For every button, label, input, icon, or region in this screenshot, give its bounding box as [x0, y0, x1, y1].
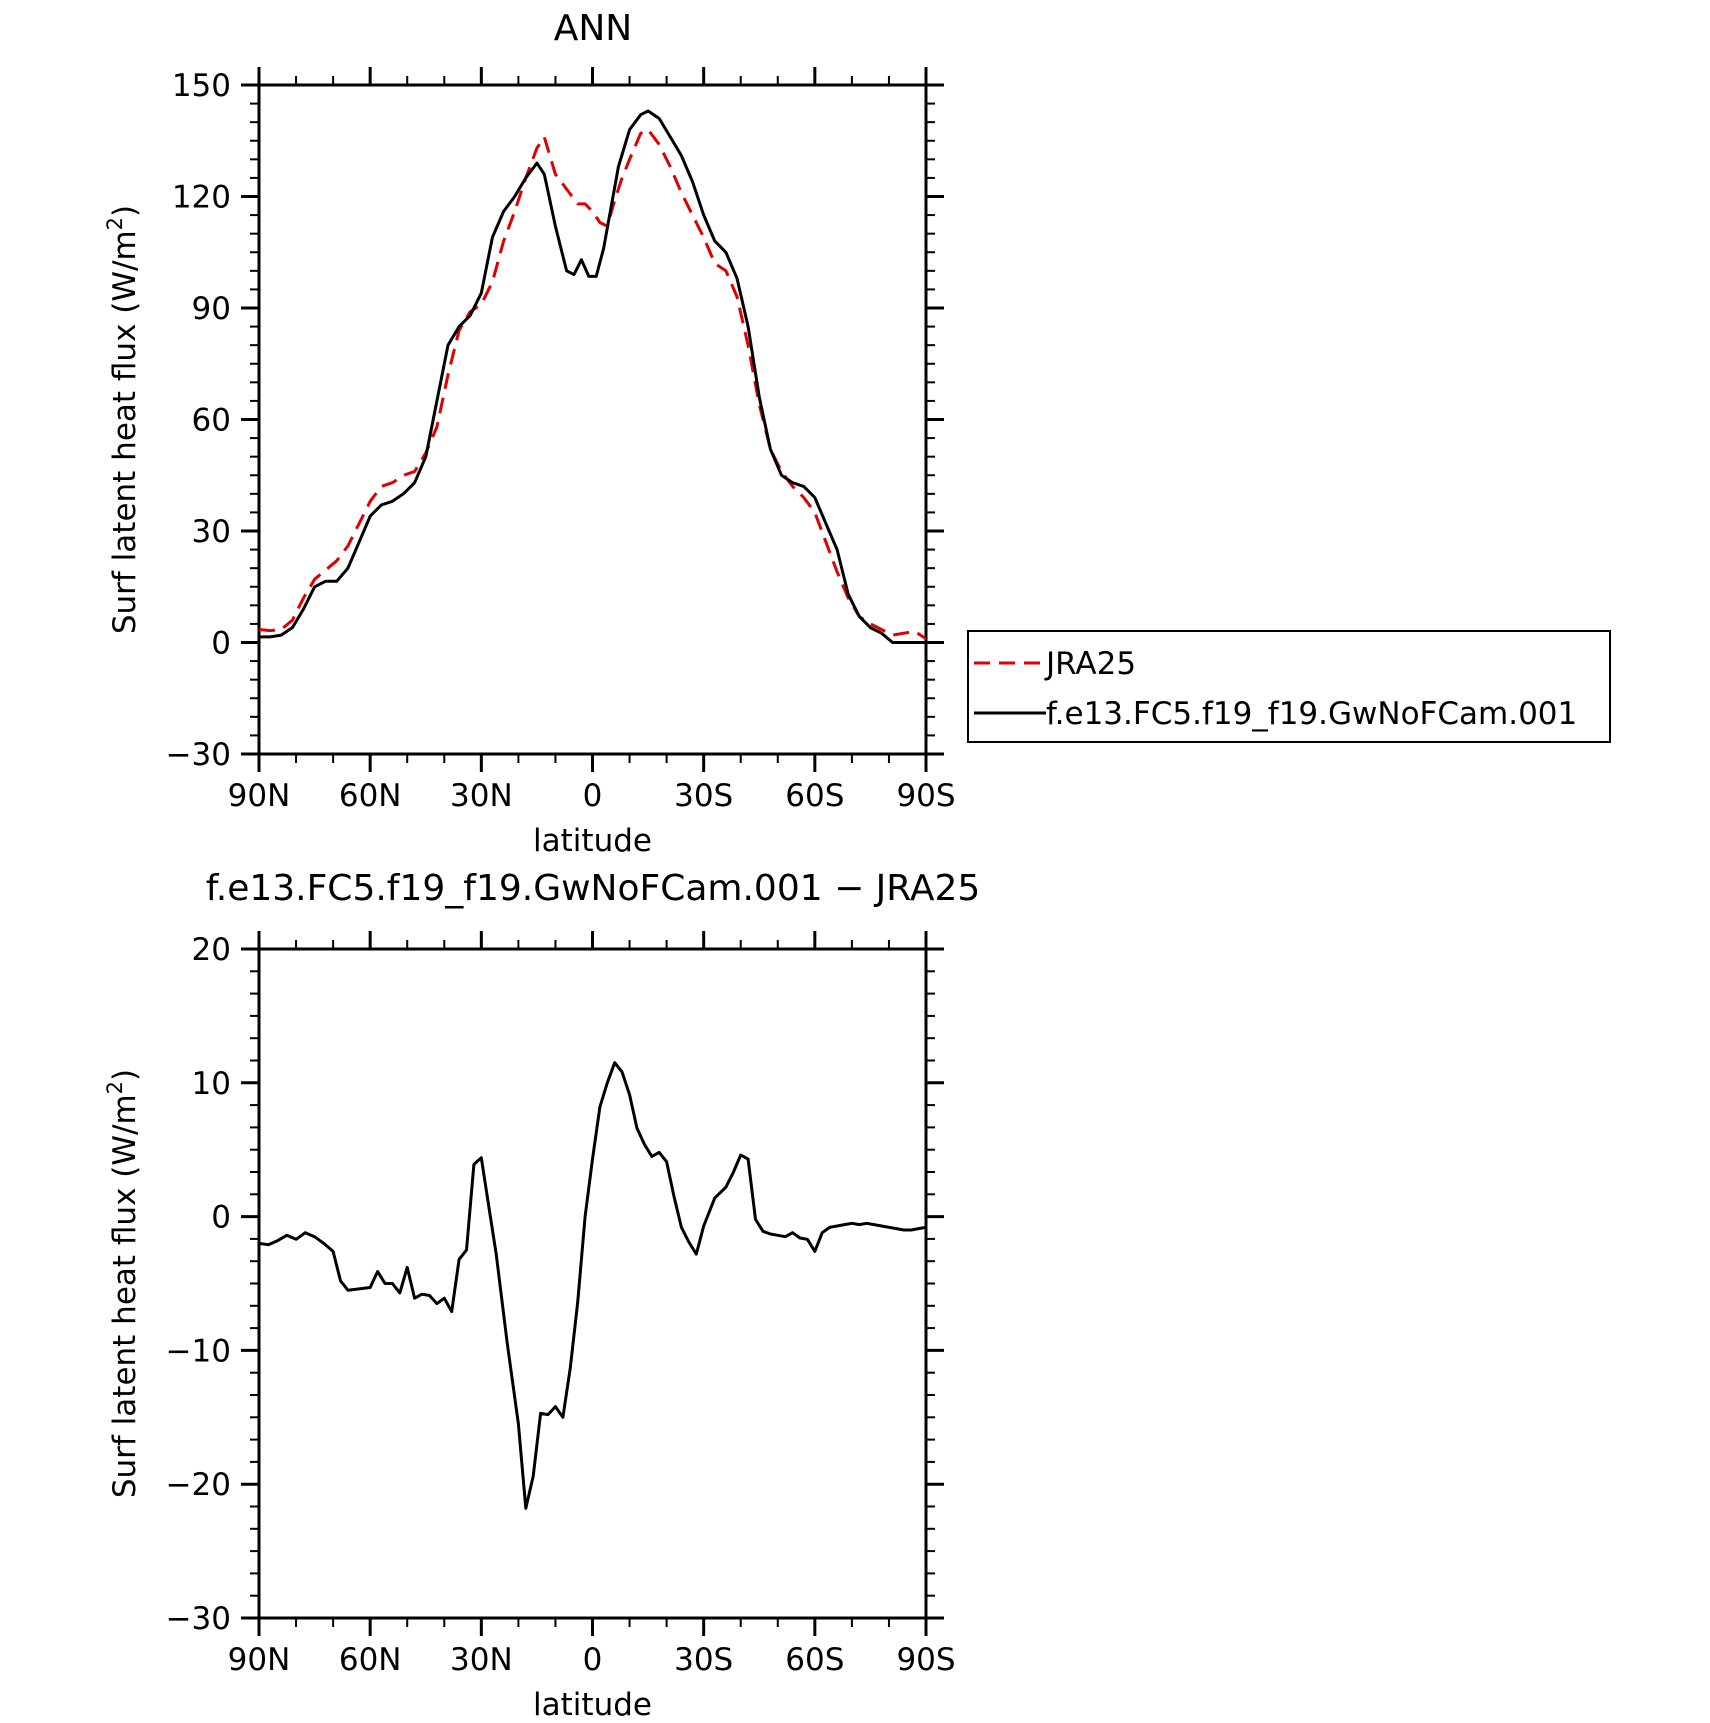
- chart-title: ANN: [554, 8, 633, 49]
- y-tick-label: −30: [166, 737, 231, 773]
- x-axis-label: latitude: [533, 1687, 652, 1723]
- y-tick-label: 10: [192, 1066, 231, 1102]
- x-tick-label: 60S: [785, 1642, 844, 1678]
- x-tick-label: 0: [583, 778, 603, 814]
- legend-label: JRA25: [1044, 646, 1136, 682]
- x-tick-label: 90S: [896, 1642, 955, 1678]
- y-axis-label: Surf latent heat flux (W/m2): [103, 205, 143, 634]
- y-axis-label: Surf latent heat flux (W/m2): [103, 1069, 143, 1498]
- legend-box: [967, 630, 1611, 743]
- y-tick-label: 0: [211, 626, 231, 662]
- x-tick-label: 90N: [228, 1642, 291, 1678]
- y-tick-label: 20: [192, 932, 231, 968]
- y-tick-label: 60: [192, 403, 231, 439]
- y-axis-label-superscript: 2: [103, 217, 127, 230]
- y-tick-label: 120: [172, 180, 231, 216]
- x-axis-label: latitude: [533, 823, 652, 859]
- x-tick-label: 60S: [785, 778, 844, 814]
- x-tick-label: 0: [583, 1642, 603, 1678]
- x-tick-label: 90N: [228, 778, 291, 814]
- y-tick-label: −10: [166, 1333, 231, 1369]
- x-tick-label: 30S: [674, 1642, 733, 1678]
- y-tick-label: −20: [166, 1467, 231, 1503]
- series-group: [259, 109, 926, 644]
- y-axis-label-main: Surf latent heat flux (W/m: [107, 1094, 143, 1498]
- chart-title: f.e13.FC5.f19_f19.GwNoFCam.001 − JRA25: [206, 868, 981, 909]
- plot-frame: [257, 83, 928, 756]
- x-tick-label: 30N: [450, 778, 513, 814]
- x-tick-label: 60N: [339, 778, 402, 814]
- plot-frame: [257, 947, 928, 1620]
- y-axis-label-superscript: 2: [103, 1081, 127, 1094]
- y-tick-label: 0: [211, 1200, 231, 1236]
- difference-line: [259, 1061, 926, 1510]
- y-tick-label: 90: [192, 291, 231, 327]
- y-tick-label: −30: [166, 1601, 231, 1637]
- series-group: [259, 1061, 926, 1510]
- series-line-f-e13-fc5-f19-f19-gwnofcam-001: [259, 109, 926, 644]
- y-axis-label-end: ): [107, 205, 143, 217]
- x-tick-label: 30N: [450, 1642, 513, 1678]
- y-tick-label: 30: [192, 514, 231, 550]
- top-panel-ann: ANN −30 0 30 60 90 120 150 90N 60N 30N 0 30S 60S 90S la…: [103, 8, 1611, 859]
- x-tick-label: 60N: [339, 1642, 402, 1678]
- y-axis-label-end: ): [107, 1069, 143, 1081]
- x-tick-label: 30S: [674, 778, 733, 814]
- x-tick-label: 90S: [896, 778, 955, 814]
- series-line-jra25: [259, 128, 926, 641]
- legend-label: f.e13.FC5.f19_f19.GwNoFCam.001: [1046, 696, 1577, 732]
- y-tick-label: 150: [172, 68, 231, 104]
- y-axis-label-main: Surf latent heat flux (W/m: [107, 230, 143, 634]
- bottom-panel-difference: f.e13.FC5.f19_f19.GwNoFCam.001 − JRA25 −3…: [103, 868, 980, 1723]
